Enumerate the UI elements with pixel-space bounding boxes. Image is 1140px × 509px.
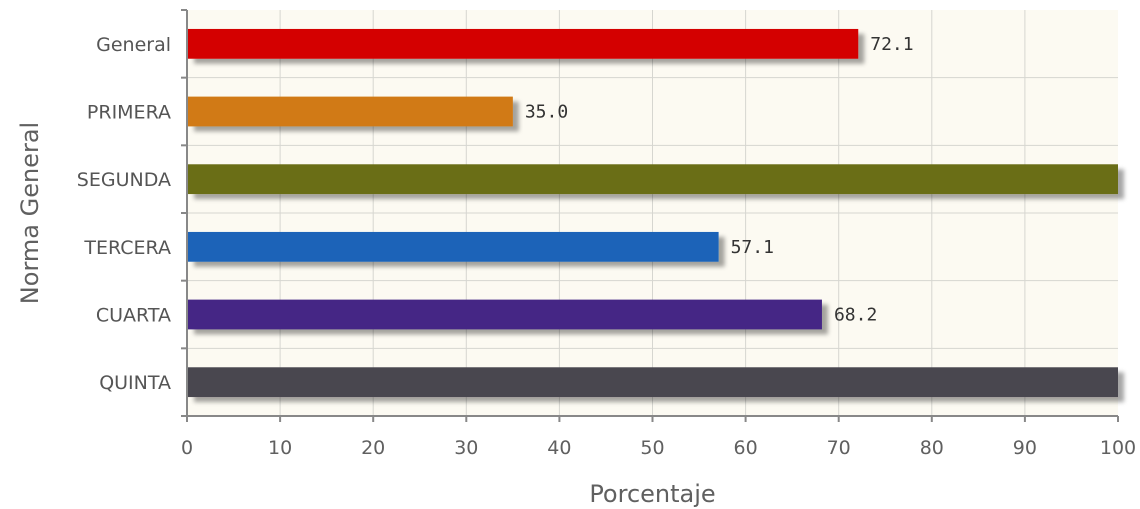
x-tick-label-30: 30 [454, 437, 478, 459]
bar-general [188, 28, 859, 59]
data-label-tercera: 57.1 [731, 237, 774, 258]
x-tick-label-60: 60 [734, 437, 758, 459]
x-tick-label-20: 20 [361, 437, 385, 459]
category-label-tercera: TERCERA [83, 237, 171, 259]
gridlines [187, 10, 1118, 416]
category-label-segunda: SEGUNDA [77, 169, 171, 191]
category-label-quinta: QUINTA [99, 372, 171, 394]
x-tick-label-70: 70 [827, 437, 851, 459]
x-tick-label-100: 100 [1100, 437, 1136, 459]
category-label-cuarta: CUARTA [96, 305, 171, 327]
bar-segunda [188, 164, 1118, 195]
bar-primera [188, 96, 513, 127]
axis-ticks: 0 10 20 30 40 50 60 70 80 90 100 [181, 9, 1136, 459]
bar-cuarta [188, 299, 822, 330]
x-tick-label-90: 90 [1013, 437, 1037, 459]
bar-quinta [188, 367, 1118, 398]
bars [188, 28, 1118, 398]
data-label-cuarta: 68.2 [834, 305, 877, 326]
y-axis-title: Norma General [16, 122, 44, 304]
data-label-primera: 35.0 [525, 102, 568, 123]
x-tick-label-80: 80 [920, 437, 944, 459]
x-tick-label-0: 0 [181, 437, 193, 459]
x-tick-label-50: 50 [640, 437, 664, 459]
x-tick-label-40: 40 [547, 437, 571, 459]
x-axis-title: Porcentaje [589, 480, 715, 508]
category-label-general: General [96, 34, 171, 56]
bar-tercera [188, 231, 719, 262]
x-tick-label-10: 10 [268, 437, 292, 459]
data-label-general: 72.1 [870, 34, 913, 55]
category-label-primera: PRIMERA [87, 102, 171, 124]
